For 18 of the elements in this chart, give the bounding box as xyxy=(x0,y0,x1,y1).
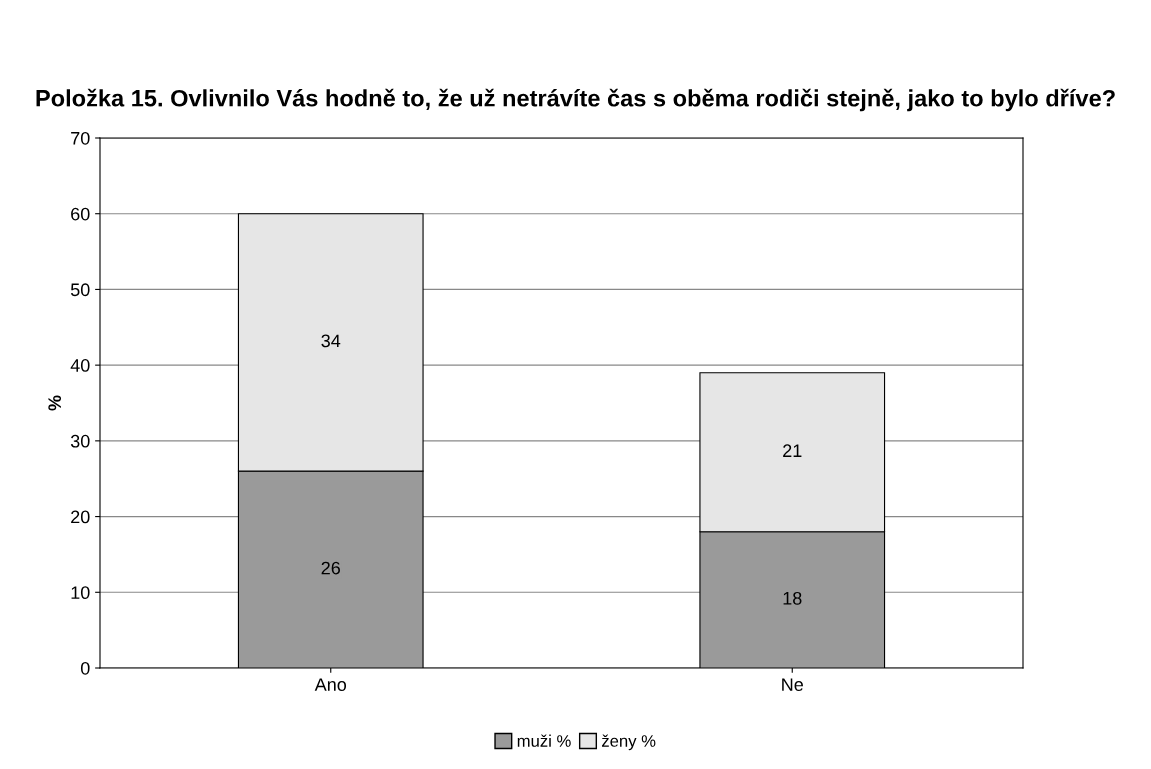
y-tick-label: 40 xyxy=(70,359,90,372)
y-tick-label: 0 xyxy=(80,661,90,675)
y-tick-label: 70 xyxy=(71,131,90,145)
y-tick-label: 50 xyxy=(70,283,90,297)
x-tick-label: Ano xyxy=(314,678,347,691)
legend-label: muži % xyxy=(517,734,571,747)
data-label: 18 xyxy=(783,591,802,605)
chart-title: Položka 15. Ovlivnilo Vás hodně to, že už netrávíte čas s oběma rodiči stejně, jako to bylo dříve? xyxy=(36,88,1115,112)
y-tick-label: 30 xyxy=(70,434,90,448)
y-tick-label: 20 xyxy=(71,510,90,524)
x-tick-label: Ne xyxy=(782,678,803,691)
y-tick-label: 60 xyxy=(71,207,90,221)
legend-label: ženy % xyxy=(602,734,656,751)
data-label: 26 xyxy=(321,561,340,575)
y-tick-label: 10 xyxy=(71,586,90,600)
data-label: 21 xyxy=(783,444,802,457)
data-label: 34 xyxy=(321,334,341,348)
y-axis-title: % xyxy=(48,395,62,411)
